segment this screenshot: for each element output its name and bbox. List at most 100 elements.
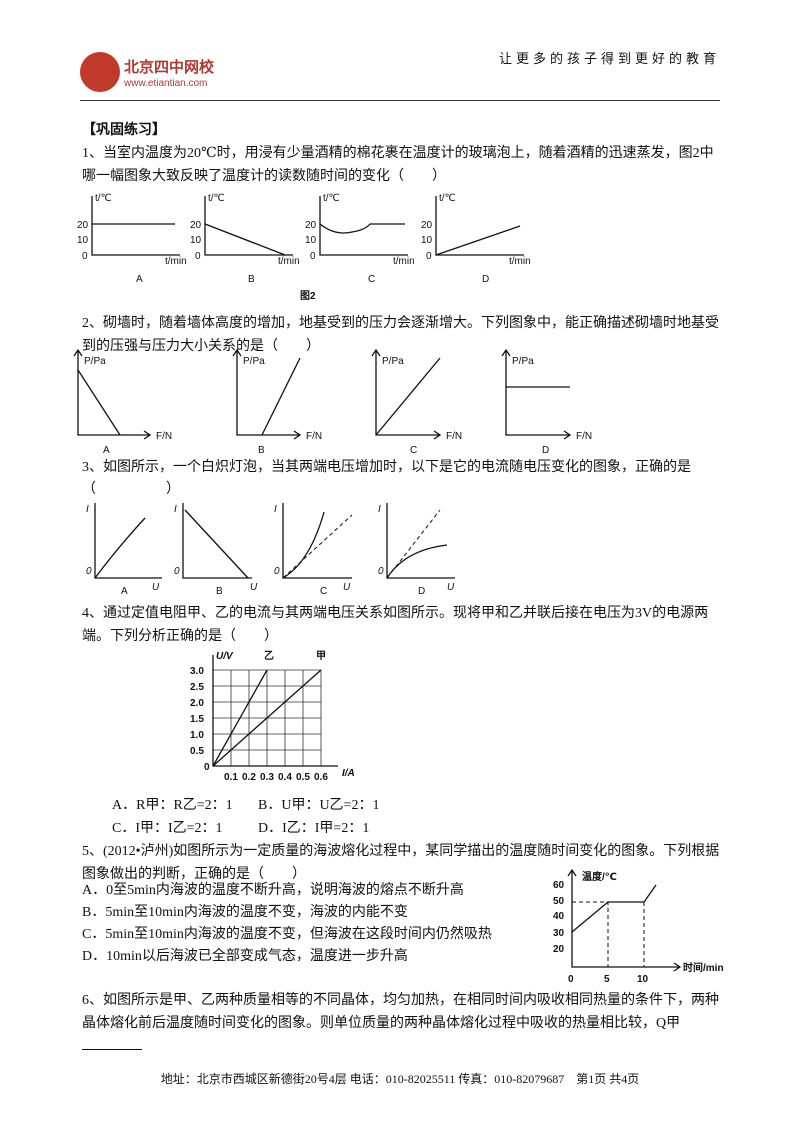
answer-blank (82, 1035, 142, 1050)
graph-label: B (216, 586, 223, 597)
y-label: P/Pa (84, 356, 106, 367)
q5-text: 5、(2012•泸州)如图所示为一定质量的海波熔化过程中，某同学描出的温度随时间… (82, 844, 720, 882)
q3-paren: （ ） (82, 482, 180, 497)
y-label: U/V (216, 651, 234, 662)
line-label: 乙 (264, 650, 274, 662)
graph-label: B (248, 274, 255, 285)
graph-label: C (410, 445, 417, 456)
x-label: 时间/min (683, 961, 724, 974)
y-tick: 1.5 (190, 714, 204, 725)
axis (282, 503, 352, 579)
tick: 10 (77, 235, 89, 246)
tick: 0 (82, 251, 88, 262)
graph-label: B (258, 445, 265, 456)
tick: 0 (195, 251, 201, 262)
y-tick: 3.0 (190, 666, 204, 677)
graph-label: D (482, 274, 489, 285)
tick: 10 (421, 235, 433, 246)
tick: 0 (426, 251, 432, 262)
x-tick: 0.4 (278, 772, 292, 783)
footer: 地址：北京市西城区新德街20号4层 电话：010-82025511 传真：010… (160, 1072, 640, 1086)
graph-label: A (121, 586, 128, 597)
curve (184, 509, 249, 579)
logo-name: 北京四中网校 (124, 60, 215, 76)
x-label: U (250, 582, 258, 593)
y-label: 温度/℃ (582, 870, 617, 883)
axis (501, 348, 572, 440)
curve (261, 357, 301, 436)
line-jia (212, 669, 322, 767)
x-label: t/min (165, 256, 187, 267)
graph-label: D (542, 445, 549, 456)
x-tick: 0.2 (242, 772, 256, 783)
q4-text: 4、通过定值电阻甲、乙的电流与其两端电压关系如图所示。现将甲和乙并联后接在电压为… (82, 606, 709, 644)
axis (435, 196, 524, 256)
x-label: t/min (509, 256, 531, 267)
tick: 20 (77, 220, 89, 231)
y-tick: 2.0 (190, 698, 204, 709)
x-tick: 10 (637, 974, 649, 985)
tick: 20 (305, 220, 317, 231)
y-tick: 20 (553, 944, 565, 955)
y-label: t/℃ (95, 193, 112, 204)
y-tick: 40 (553, 911, 565, 922)
logo-url: www.etiantian.com (124, 78, 208, 89)
tick: 0 (310, 251, 316, 262)
axis (91, 196, 180, 256)
graph-label: C (320, 586, 327, 597)
x-label: F/N (156, 431, 172, 442)
axis (182, 503, 252, 579)
section-title: 【巩固练习】 (82, 123, 166, 138)
curve (435, 225, 521, 256)
graph-label: D (418, 586, 425, 597)
header-slogan: 让更多的孩子得到更好的教育 (498, 51, 720, 66)
origin: 0 (378, 566, 384, 577)
y-tick: 0.5 (190, 746, 204, 757)
x-label: t/min (393, 256, 415, 267)
y-tick: 30 (553, 928, 565, 939)
q3-text: 3、如图所示，一个白炽灯泡，当其两端电压增加时，以下是它的电流随电压变化的图象，… (82, 460, 691, 475)
x-label: U (343, 582, 351, 593)
y-label: I (86, 504, 89, 515)
y-label: P/Pa (243, 356, 265, 367)
guide (572, 901, 645, 967)
curve (282, 511, 325, 579)
q2-text: 2、砌墙时，随着墙体高度的增加，地基受到的压力会逐渐增大。下列图象中，能正确描述… (82, 316, 719, 354)
x-label: U (447, 582, 455, 593)
x-tick: 0.3 (260, 772, 274, 783)
caption: 图2 (300, 290, 316, 302)
y-label: P/Pa (512, 356, 534, 367)
x-tick: 0.1 (224, 772, 238, 783)
curve (77, 369, 121, 436)
q6-text: 6、如图所示是甲、乙两种质量相等的不同晶体，均匀加热，在相同时间内吸收相同热量的… (82, 989, 722, 1058)
q4-option: D．I乙：I甲=2：1 (258, 821, 370, 836)
x-tick: 0 (568, 974, 574, 985)
q5-option: B．5min至10min内海波的温度不变，海波的内能不变 (82, 905, 408, 920)
x-label: U (152, 582, 160, 593)
y-label: I (274, 504, 277, 515)
x-tick: 0.5 (296, 772, 310, 783)
y-label: I (378, 504, 381, 515)
graph-label: A (136, 274, 143, 285)
axis (73, 348, 152, 440)
y-tick: 2.5 (190, 682, 204, 693)
reference-line (282, 514, 353, 579)
q1-text: 1、当室内温度为20℃时，用浸有少量酒精的棉花裹在温度计的玻璃泡上，随着酒精的迅… (82, 146, 714, 184)
line-label: 甲 (316, 650, 326, 662)
tick: 10 (305, 235, 317, 246)
q3-figures: I I I I U U U U 0 0 0 0 A B C D (86, 503, 455, 597)
curve (386, 544, 448, 579)
axis (386, 503, 455, 579)
y-tick: 60 (553, 880, 565, 891)
x-label: I/A (342, 768, 355, 779)
q5-option: D．10min以后海波已全部变成气态，温度进一步升高 (82, 949, 408, 964)
origin: 0 (86, 566, 92, 577)
x-tick: 0.6 (314, 772, 328, 783)
origin: 0 (204, 762, 210, 773)
q5-option: A．0至5min内海波的温度不断升高，说明海波的熔点不断升高 (82, 883, 464, 898)
logo (80, 52, 120, 92)
graph-label: A (103, 445, 110, 456)
